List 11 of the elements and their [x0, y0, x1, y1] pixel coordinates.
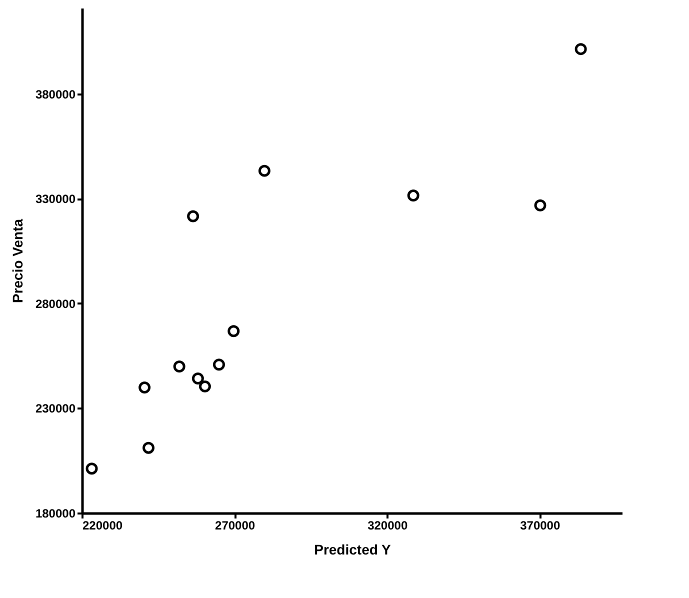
- y-tick-label: 280000: [35, 296, 76, 311]
- y-tick-label: 380000: [35, 87, 76, 102]
- y-tick-label: 230000: [35, 402, 76, 416]
- y-tick-label: 180000: [35, 506, 76, 520]
- y-tick-label: 330000: [35, 192, 76, 206]
- x-axis-title: Predicted Y: [314, 542, 392, 558]
- y-axis-title: Precio Venta: [9, 218, 26, 304]
- x-tick-label: 320000: [368, 518, 408, 532]
- x-tick-label: 220000: [82, 518, 123, 532]
- x-tick-label: 370000: [520, 518, 560, 532]
- x-tick-label: 270000: [215, 518, 256, 532]
